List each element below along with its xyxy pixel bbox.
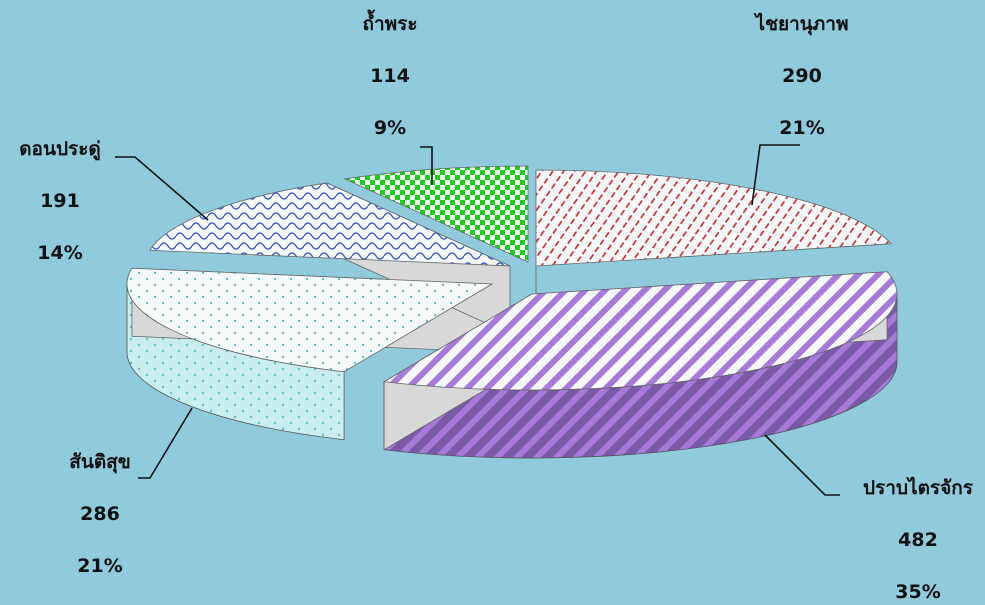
value-label: 482 [898, 529, 938, 551]
leader-lines [115, 144, 840, 496]
category-label: ดอนประดู่ [19, 138, 101, 161]
leader-line-1 [751, 144, 800, 206]
leader-line-3 [138, 407, 193, 479]
category-label: ปราบไตรจักร [863, 476, 974, 499]
leader-line-2 [764, 434, 840, 496]
slice-5 [343, 165, 529, 263]
percent-label: 9% [374, 117, 406, 139]
data-label-3: สันติสุข 286 21% [69, 451, 131, 577]
value-label: 191 [40, 190, 80, 212]
slice-1 [535, 169, 892, 267]
value-label: 290 [782, 65, 822, 87]
slice-3 [126, 267, 494, 373]
percent-label: 21% [779, 117, 824, 139]
slice-4 [149, 182, 511, 267]
data-label-4: ดอนประดู่ 191 14% [19, 138, 101, 264]
leader-line-5 [420, 146, 433, 185]
percent-label: 35% [895, 581, 940, 603]
category-label: ถ้ำพระ [362, 9, 417, 35]
percent-label: 21% [77, 555, 122, 577]
leader-line-4 [115, 156, 209, 221]
value-label: 114 [370, 65, 410, 87]
category-label: สันติสุข [69, 451, 131, 474]
percent-label: 14% [37, 242, 82, 264]
slice-tops [126, 165, 898, 391]
data-labels: ไชยานุภาพ 290 21% ปราบไตรจักร 482 35% สันติสุข… [19, 9, 974, 603]
data-label-2: ปราบไตรจักร 482 35% [863, 476, 974, 603]
category-label: ไชยานุภาพ [754, 12, 849, 36]
data-label-1: ไชยานุภาพ 290 21% [754, 12, 849, 139]
value-label: 286 [80, 503, 120, 525]
data-label-5: ถ้ำพระ 114 9% [362, 9, 417, 139]
slice-2 [382, 271, 898, 391]
